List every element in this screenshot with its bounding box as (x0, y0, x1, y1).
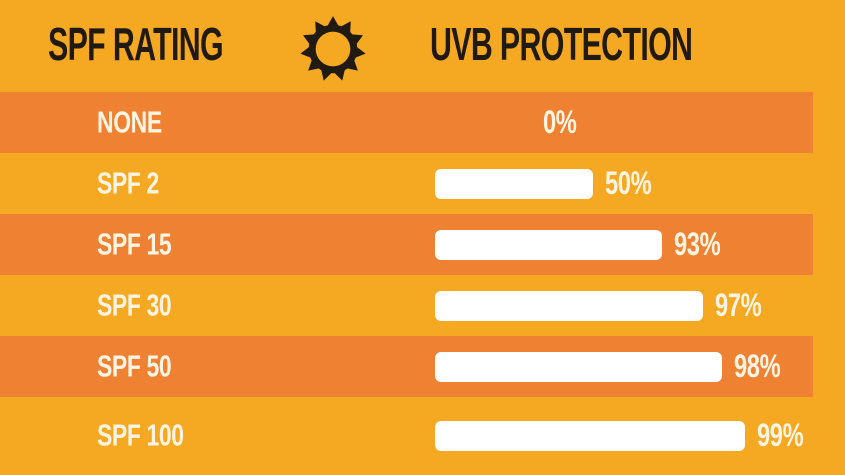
spf-label: SPF 100 (97, 417, 184, 453)
table-row: SPF 100 99% (0, 397, 813, 475)
protection-value-label: 93% (674, 225, 721, 262)
protection-bar (435, 290, 703, 321)
table-row: SPF 2 50% (0, 153, 813, 214)
protection-bar (435, 351, 722, 382)
chart-header: SPF RATING UVB PROTECTION (0, 0, 845, 92)
table-row: NONE 0% (0, 92, 813, 153)
protection-value-label: 97% (715, 286, 762, 323)
protection-bar (435, 421, 745, 451)
sun-icon (294, 10, 372, 88)
protection-value-label: 98% (734, 347, 781, 384)
protection-value-label: 50% (605, 164, 652, 201)
spf-label: SPF 15 (97, 225, 172, 261)
chart-rows: NONE 0% SPF 2 50% SPF 15 93% SPF 30 97% SPF 50 98… (0, 92, 845, 475)
spf-rating-header: SPF RATING (48, 17, 224, 70)
protection-bar (435, 229, 662, 260)
spf-label: SPF 30 (97, 286, 172, 322)
protection-value-label: 0% (543, 103, 577, 140)
spf-label: NONE (97, 103, 162, 139)
spf-label: SPF 50 (97, 347, 172, 383)
table-row: SPF 15 93% (0, 214, 813, 275)
spf-label: SPF 2 (97, 164, 159, 200)
protection-value-label: 99% (757, 416, 804, 453)
table-row: SPF 30 97% (0, 275, 813, 336)
protection-bar (435, 168, 593, 199)
table-row: SPF 50 98% (0, 336, 813, 397)
uvb-protection-header: UVB PROTECTION (430, 17, 693, 70)
